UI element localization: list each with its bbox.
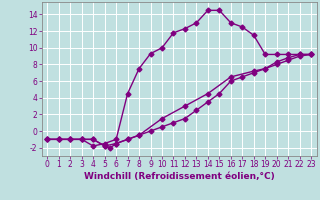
X-axis label: Windchill (Refroidissement éolien,°C): Windchill (Refroidissement éolien,°C): [84, 172, 275, 181]
